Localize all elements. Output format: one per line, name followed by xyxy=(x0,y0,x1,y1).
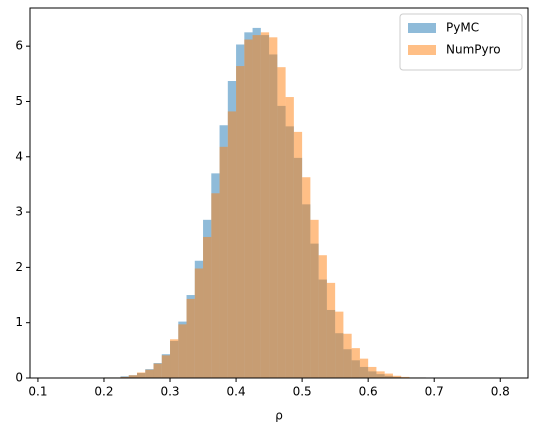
bar xyxy=(326,282,336,378)
bar xyxy=(277,67,286,378)
bar xyxy=(384,373,393,378)
bar xyxy=(136,372,146,378)
legend-label: NumPyro xyxy=(446,43,501,57)
x-tick-label: 0.4 xyxy=(227,385,246,399)
bar xyxy=(203,236,212,378)
bar xyxy=(236,66,245,378)
bar xyxy=(359,358,369,378)
axes-frame xyxy=(29,7,529,379)
bar xyxy=(219,146,228,378)
y-tick-label: 0 xyxy=(15,371,23,385)
bar xyxy=(376,371,385,378)
bar xyxy=(392,375,402,378)
bar xyxy=(186,298,195,378)
bar xyxy=(161,355,171,378)
legend-swatch xyxy=(408,23,436,33)
x-tick-label: 0.7 xyxy=(425,385,444,399)
bar xyxy=(194,268,204,378)
x-tick-label: 0.6 xyxy=(359,385,378,399)
bar xyxy=(293,131,303,378)
y-tick-label: 2 xyxy=(15,260,23,274)
bar xyxy=(310,219,319,378)
bar xyxy=(343,333,352,378)
legend-swatch xyxy=(408,45,436,55)
x-tick-label: 0.5 xyxy=(293,385,312,399)
bar xyxy=(153,363,162,378)
bar xyxy=(335,311,344,378)
bar xyxy=(211,193,220,378)
bar xyxy=(318,255,327,378)
x-tick-label: 0.3 xyxy=(160,385,179,399)
x-tick-label: 0.2 xyxy=(94,385,113,399)
bar xyxy=(145,369,154,378)
y-tick-label: 6 xyxy=(15,39,23,53)
y-tick-label: 3 xyxy=(15,205,23,219)
bar xyxy=(170,339,179,378)
bar xyxy=(401,376,410,378)
y-tick-label: 5 xyxy=(15,94,23,108)
bar xyxy=(285,97,294,379)
x-axis-label: ρ xyxy=(275,409,283,423)
bar xyxy=(244,39,253,379)
bar xyxy=(227,111,237,378)
bar xyxy=(120,376,129,378)
bar xyxy=(368,366,377,378)
legend-label: PyMC xyxy=(446,21,479,35)
x-tick-label: 0.1 xyxy=(28,385,47,399)
bar xyxy=(269,37,278,378)
bar xyxy=(252,35,261,378)
bar xyxy=(260,32,270,378)
x-tick-label: 0.8 xyxy=(491,385,510,399)
bar xyxy=(178,324,187,378)
y-tick-label: 4 xyxy=(15,149,23,163)
bar xyxy=(351,348,360,378)
bar xyxy=(302,177,311,378)
y-tick-label: 1 xyxy=(15,315,23,329)
bar xyxy=(128,375,137,378)
